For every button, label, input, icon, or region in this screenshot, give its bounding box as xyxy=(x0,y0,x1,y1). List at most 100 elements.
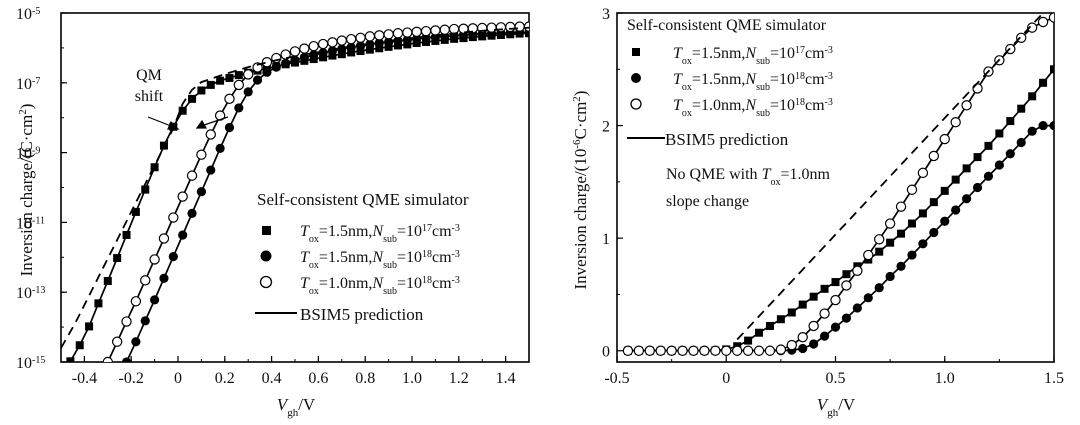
left-legend-entry-2: Tox=1.5nm,Nsub=1018cm-3 xyxy=(300,249,460,271)
right-ylabel-mid: C xyxy=(571,128,590,139)
left-series-1-point xyxy=(206,165,216,175)
left-series-2-point xyxy=(233,79,245,91)
right-series-1-point xyxy=(1005,149,1015,159)
right-series-2-point xyxy=(808,320,819,332)
right-series-2-point xyxy=(852,265,863,277)
left-legend-entry-1: Tox=1.5nm,Nsub=1017cm-3 xyxy=(300,223,460,245)
right-series-0-point xyxy=(765,321,774,330)
left-legend-filled-circle xyxy=(260,250,272,262)
right-series-0-point xyxy=(776,315,785,324)
left-series-2-point xyxy=(224,93,235,105)
right-series-2-point xyxy=(917,167,929,179)
left-series-2-point xyxy=(196,149,207,160)
left-ylabel-unit: cm xyxy=(17,115,36,136)
right-series-0-point xyxy=(940,186,949,195)
left-series-2-point xyxy=(177,191,188,202)
right-series-2-point xyxy=(775,344,787,355)
right-entry-1-exp: 17 xyxy=(795,45,805,56)
right-xtick-label: 1.5 xyxy=(1044,370,1064,387)
right-series-0-point xyxy=(1017,104,1026,113)
left-ylabel-dot: · xyxy=(17,136,36,142)
left-series-1-point xyxy=(412,34,422,44)
left-series-1-point xyxy=(262,67,272,77)
right-series-1-point xyxy=(1049,120,1054,131)
right-series-2-point xyxy=(950,117,961,128)
left-entry-2-tox: 1.5 xyxy=(328,249,348,266)
left-series-2-point xyxy=(411,26,422,38)
right-series-2-point xyxy=(797,332,808,343)
left-series-2-point xyxy=(140,275,151,286)
right-series-2-point xyxy=(764,345,776,356)
left-xlabel: Vgh/V xyxy=(277,395,316,419)
left-series-0-point xyxy=(234,71,243,80)
left-series-1-point xyxy=(281,58,291,68)
left-series-1-point xyxy=(318,48,328,58)
right-legend-prediction: BSIM5 prediction xyxy=(665,130,789,149)
right-ytick-label: 0 xyxy=(602,344,610,361)
right-ylabel-dot: · xyxy=(571,122,590,128)
left-series-0-point xyxy=(85,322,94,331)
right-series-0-point xyxy=(929,198,938,207)
left-xtick-label: 1.4 xyxy=(496,370,516,387)
right-series-1-point xyxy=(841,313,852,323)
right-series xyxy=(622,13,1054,356)
right-xtick-label: 0 xyxy=(722,370,730,387)
right-ylabel-prefix: Inversion charge/(10 xyxy=(571,149,590,290)
right-ylabel-sup: -6 xyxy=(571,139,583,149)
right-entry-3-tox: 1.0 xyxy=(701,97,721,114)
left-legend-prediction: BSIM5 prediction xyxy=(300,305,424,324)
left-series-0-point xyxy=(347,48,356,57)
left-series-0-point xyxy=(188,94,197,103)
right-series-1-point xyxy=(907,250,917,260)
left-series-2-point xyxy=(280,49,291,60)
right-series-2-point xyxy=(863,249,874,261)
left-series-2-point xyxy=(102,356,113,362)
left-series-2-point xyxy=(186,170,198,181)
qm-shift-arrows xyxy=(147,116,229,130)
left-series-2-point xyxy=(205,129,216,140)
right-xtick-label: 0.5 xyxy=(826,370,846,387)
left-series-2-point xyxy=(430,25,441,36)
left-series-1-point xyxy=(252,75,263,85)
left-series-2-point xyxy=(149,254,160,265)
left-series-2-point xyxy=(402,27,413,38)
right-series-0-point xyxy=(984,141,993,150)
right-series-0-point xyxy=(995,129,1004,138)
left-series-0-point xyxy=(141,185,150,194)
right-xtick-label: -0.5 xyxy=(604,370,629,387)
left-series-2-point xyxy=(420,25,432,37)
left-series-2-point xyxy=(308,40,319,52)
left-series-0-point xyxy=(328,51,337,60)
left-xtick-label: 0.6 xyxy=(308,370,328,387)
left-series-2-point xyxy=(158,233,170,244)
left-series-0-point xyxy=(375,44,384,53)
left-entry-3-tox: 1.0 xyxy=(328,275,348,292)
left-series-1-point xyxy=(224,122,235,133)
left-series xyxy=(61,21,529,362)
right-series-1-point xyxy=(929,227,939,238)
right-series-2-point xyxy=(699,345,710,356)
right-series-0-point xyxy=(875,247,884,256)
right-series-0-point xyxy=(962,164,971,173)
right-annotation-prefix: No QME with xyxy=(666,166,762,183)
right-series-1-point xyxy=(809,339,819,349)
right-ylabel-sup2: 2 xyxy=(571,96,583,102)
left-series-2-point xyxy=(121,316,132,327)
right-series-1-point xyxy=(972,182,983,193)
left-series-0-point xyxy=(365,45,374,54)
right-series-2-line xyxy=(627,16,1054,352)
right-series-2-point xyxy=(633,345,645,356)
right-xlabel-unit: /V xyxy=(838,395,856,414)
right-entry-1-tox: 1.5 xyxy=(701,45,721,62)
right-series-2-point xyxy=(884,218,896,229)
right-series-0-point xyxy=(1028,92,1037,101)
right-ticks: -0.5 0 0.5 1.0 1.5 0 1 2 3 xyxy=(602,6,1064,387)
left-series-0-point xyxy=(384,42,393,51)
right-series-0-point xyxy=(907,219,916,228)
left-series-2-point xyxy=(242,69,254,80)
chart-left: -0.4 -0.2 0 0.2 0.4 0.6 0.8 1.0 1.2 1.4 10-15 10-13… xyxy=(16,6,530,419)
right-entry-2-exp: 18 xyxy=(795,71,805,82)
left-series-1-point xyxy=(121,357,132,362)
left-ytick-label: 10-9 xyxy=(16,145,40,163)
right-series-1-point xyxy=(1038,120,1048,131)
